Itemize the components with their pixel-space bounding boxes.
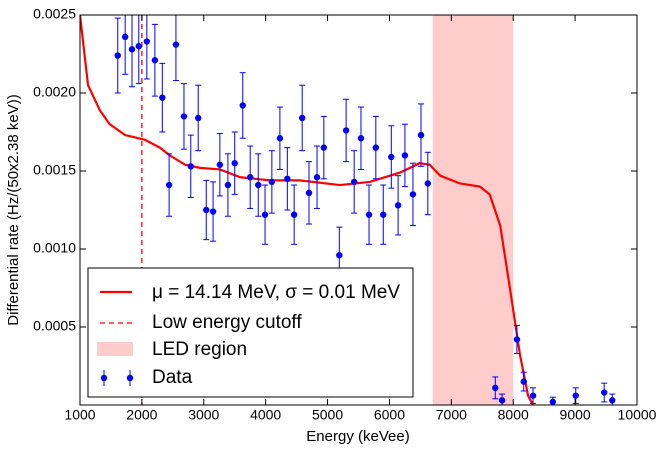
data-point	[394, 202, 402, 209]
data-point	[261, 211, 269, 218]
data-point	[513, 336, 521, 343]
x-tick-label: 8000	[498, 407, 529, 423]
data-point	[313, 174, 321, 181]
data-point	[128, 46, 136, 53]
x-tick-label: 7000	[436, 407, 467, 423]
data-point	[424, 180, 432, 187]
x-axis-label: Energy (keVee)	[306, 428, 409, 445]
data-point	[114, 52, 121, 59]
data-point	[520, 378, 527, 385]
data-point	[239, 102, 246, 109]
legend: μ = 14.14 MeV, σ = 0.01 MeV Low energy cu…	[87, 267, 414, 398]
x-tick-label: 10000	[618, 407, 657, 423]
data-point	[209, 208, 217, 215]
data-point	[498, 397, 506, 404]
data-point	[388, 153, 395, 161]
data-point	[600, 389, 608, 396]
data-point	[417, 131, 425, 139]
x-tick-label: 3000	[188, 407, 219, 423]
data-point	[143, 38, 151, 45]
data-point	[372, 144, 380, 151]
data-point	[224, 181, 232, 189]
x-tick-label: 1000	[64, 407, 95, 423]
data-point	[135, 43, 142, 50]
legend-label: Data	[152, 367, 193, 388]
legend-label: LED region	[152, 339, 247, 360]
model-curve	[80, 15, 534, 405]
data-point	[180, 113, 188, 120]
data-point	[187, 163, 194, 170]
data-point	[231, 160, 238, 167]
y-tick-label: 0.0025	[33, 6, 76, 22]
data-point	[121, 33, 129, 41]
data-point	[609, 397, 616, 404]
y-tick-label: 0.0005	[33, 318, 76, 334]
legend-label: Low energy cutoff	[152, 312, 302, 333]
data-point	[172, 41, 180, 48]
legend-swatch	[97, 342, 133, 356]
data-point	[350, 178, 358, 186]
led-region	[432, 15, 514, 405]
data-point	[572, 392, 579, 399]
data-point	[365, 211, 373, 218]
data-point	[255, 181, 262, 189]
data-point	[401, 152, 409, 159]
data-point	[159, 94, 166, 101]
data-point	[380, 211, 387, 218]
data-point	[276, 135, 284, 142]
data-point	[151, 57, 159, 64]
data-point	[529, 392, 537, 399]
data-point	[203, 206, 210, 214]
data-point	[342, 127, 350, 134]
data-point	[216, 161, 224, 168]
y-tick-label: 0.0020	[33, 84, 76, 100]
data-point	[246, 174, 254, 181]
x-tick-label: 9000	[560, 407, 591, 423]
data-point	[195, 114, 202, 122]
data-point	[268, 178, 276, 186]
y-axis-label: Differential rate (Hz/(50x2.38 keV))	[5, 94, 22, 325]
x-tick-label: 4000	[250, 407, 281, 423]
legend-label: μ = 14.14 MeV, σ = 0.01 MeV	[152, 282, 400, 303]
x-tick-label: 5000	[312, 407, 343, 423]
x-tick-label: 6000	[374, 407, 405, 423]
x-tick-label: 2000	[126, 407, 157, 423]
data-point	[409, 191, 417, 198]
legend-swatch	[126, 374, 134, 382]
plot-area	[80, 15, 616, 405]
data-point	[320, 144, 328, 151]
data-point	[357, 135, 365, 142]
data-point	[298, 114, 306, 122]
y-tick-label: 0.0015	[33, 162, 76, 178]
y-tick-label: 0.0010	[33, 240, 76, 256]
data-point	[290, 211, 298, 218]
axes-frame	[79, 14, 638, 406]
data-point	[165, 181, 173, 189]
data-point	[492, 384, 499, 392]
legend-swatch	[100, 374, 108, 382]
data-point	[305, 189, 313, 197]
data-point	[336, 252, 343, 259]
data-point	[549, 398, 557, 405]
data-point	[284, 175, 291, 182]
